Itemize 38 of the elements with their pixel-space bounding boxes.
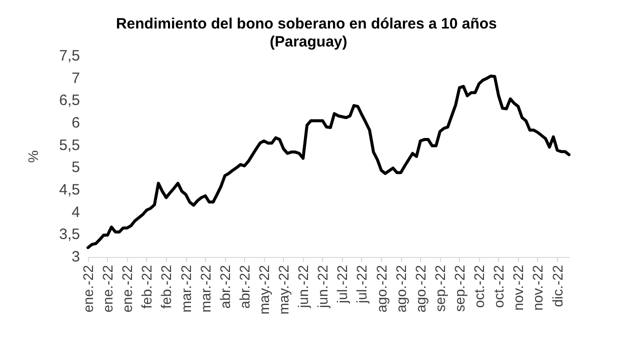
y-tick-label: 3,5 bbox=[59, 226, 80, 244]
x-tick-label: nov.-22 bbox=[510, 264, 526, 311]
y-tick-label: 5 bbox=[72, 159, 80, 176]
y-tick-label: 7,5 bbox=[59, 48, 80, 64]
x-tick-label: jul.-22 bbox=[334, 264, 350, 304]
x-tick-label: abr.-22 bbox=[236, 264, 252, 309]
x-tick-label: may.-22 bbox=[256, 264, 272, 315]
x-tick-label: jun.-22 bbox=[314, 264, 331, 309]
x-tick-label: mar.-22 bbox=[197, 264, 214, 312]
y-tick-label: 3 bbox=[72, 248, 80, 266]
y-axis-title: % bbox=[25, 150, 41, 163]
x-tick-label: feb.-22 bbox=[158, 264, 174, 309]
x-tick-label: jul.-22 bbox=[354, 264, 370, 304]
x-tick-label: feb.-22 bbox=[138, 264, 155, 309]
x-tick-label: mar.-22 bbox=[178, 264, 194, 312]
x-tick-label: oct.-22 bbox=[490, 264, 507, 308]
x-tick-label: ene.-22 bbox=[80, 264, 96, 312]
y-tick-label: 4 bbox=[72, 204, 80, 221]
y-tick-label: 5,5 bbox=[59, 136, 80, 154]
x-tick-label: dic.-22 bbox=[549, 264, 566, 308]
x-tick-label: oct.-22 bbox=[471, 264, 488, 308]
x-tick-label: sep.-22 bbox=[432, 264, 448, 312]
y-tick-label: 6 bbox=[72, 114, 80, 132]
x-tick-label: jun.-22 bbox=[295, 264, 312, 309]
x-tick-label: sep.-22 bbox=[452, 264, 468, 312]
x-tick-label: ene.-22 bbox=[119, 264, 136, 312]
x-tick-label: ene.-22 bbox=[100, 264, 116, 312]
x-tick-label: nov.-22 bbox=[530, 264, 546, 311]
x-tick-label: ago.-22 bbox=[392, 264, 409, 312]
x-tick-label: may.-22 bbox=[276, 264, 292, 315]
x-tick-label: ago.-22 bbox=[373, 264, 390, 312]
chart-title: Rendimiento del bono soberano en dólares a 10 años (Paraguay) bbox=[116, 16, 502, 50]
x-tick-label: ago.-22 bbox=[412, 264, 428, 312]
y-tick-label: 7 bbox=[72, 70, 80, 87]
y-tick-label: 4,5 bbox=[59, 182, 80, 198]
line-series bbox=[86, 74, 570, 250]
x-tick-label: abr.-22 bbox=[216, 264, 233, 309]
y-tick-label: 6,5 bbox=[59, 92, 80, 110]
